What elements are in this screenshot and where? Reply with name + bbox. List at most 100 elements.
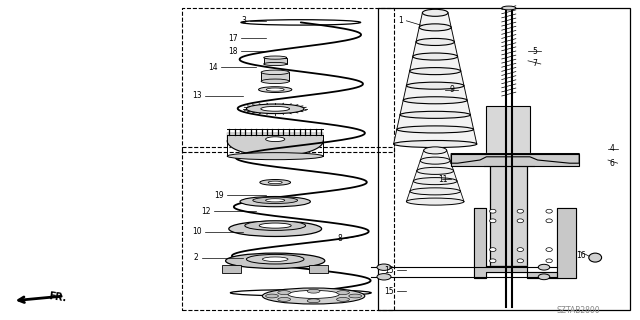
Text: 8: 8 (338, 234, 342, 243)
Text: FR.: FR. (48, 292, 67, 304)
Ellipse shape (260, 180, 291, 185)
Ellipse shape (288, 291, 339, 298)
Bar (261, 72, 289, 81)
Ellipse shape (394, 140, 477, 148)
Ellipse shape (278, 291, 291, 294)
Ellipse shape (517, 259, 524, 263)
Text: 14: 14 (208, 63, 218, 72)
Ellipse shape (538, 274, 550, 280)
Ellipse shape (246, 254, 304, 264)
Bar (182, 147, 394, 310)
Ellipse shape (377, 264, 391, 270)
Ellipse shape (240, 196, 310, 207)
Ellipse shape (490, 259, 496, 263)
Ellipse shape (337, 291, 349, 294)
Ellipse shape (226, 253, 325, 268)
Bar (486, 106, 530, 163)
Ellipse shape (410, 68, 461, 75)
Text: 5: 5 (532, 47, 538, 56)
Text: 6: 6 (609, 159, 614, 168)
Bar (264, 58, 287, 64)
Ellipse shape (538, 264, 550, 270)
Ellipse shape (261, 106, 289, 111)
Ellipse shape (546, 219, 552, 223)
Ellipse shape (244, 221, 306, 230)
Ellipse shape (266, 294, 278, 298)
Text: 7: 7 (532, 60, 538, 68)
Bar (490, 160, 527, 266)
Ellipse shape (228, 221, 321, 236)
Ellipse shape (406, 198, 464, 205)
Ellipse shape (517, 209, 524, 213)
Ellipse shape (337, 298, 349, 301)
Text: 3: 3 (241, 16, 246, 25)
Ellipse shape (416, 38, 454, 45)
Text: 15: 15 (384, 287, 394, 296)
Polygon shape (451, 154, 579, 163)
Ellipse shape (546, 209, 552, 213)
Ellipse shape (413, 53, 458, 60)
Ellipse shape (419, 24, 451, 31)
Text: 18: 18 (228, 47, 238, 56)
Ellipse shape (259, 223, 291, 228)
Ellipse shape (420, 157, 450, 164)
Ellipse shape (490, 248, 496, 252)
Text: SZTAB2800: SZTAB2800 (557, 306, 600, 315)
Ellipse shape (262, 257, 288, 261)
Text: 12: 12 (202, 207, 211, 216)
Text: 19: 19 (214, 191, 224, 200)
Ellipse shape (417, 167, 454, 174)
Ellipse shape (490, 209, 496, 213)
Ellipse shape (349, 294, 362, 298)
Ellipse shape (264, 62, 287, 66)
Ellipse shape (261, 70, 289, 75)
Polygon shape (227, 133, 323, 156)
Polygon shape (406, 150, 464, 202)
Text: 11: 11 (438, 175, 448, 184)
Ellipse shape (410, 188, 461, 195)
Ellipse shape (406, 82, 464, 89)
Ellipse shape (266, 199, 285, 202)
Ellipse shape (589, 253, 602, 262)
Text: 15: 15 (384, 266, 394, 275)
Text: 1: 1 (399, 16, 403, 25)
Ellipse shape (413, 178, 457, 185)
Ellipse shape (253, 197, 298, 204)
Ellipse shape (259, 87, 292, 92)
Ellipse shape (546, 259, 552, 263)
Text: 10: 10 (192, 228, 202, 236)
Text: 4: 4 (609, 144, 614, 153)
Ellipse shape (502, 6, 516, 10)
Ellipse shape (546, 248, 552, 252)
Bar (451, 154, 579, 166)
Ellipse shape (307, 289, 320, 293)
Ellipse shape (397, 126, 474, 133)
Ellipse shape (517, 248, 524, 252)
Bar (182, 8, 394, 152)
Ellipse shape (246, 104, 304, 114)
Ellipse shape (422, 9, 448, 16)
Ellipse shape (278, 298, 291, 301)
Text: 16: 16 (576, 252, 586, 260)
Polygon shape (394, 13, 477, 144)
Ellipse shape (261, 79, 289, 84)
Text: 9: 9 (449, 85, 454, 94)
Text: 2: 2 (194, 253, 198, 262)
Ellipse shape (517, 219, 524, 223)
Ellipse shape (403, 97, 467, 104)
Ellipse shape (266, 88, 284, 91)
Ellipse shape (268, 181, 282, 184)
Ellipse shape (307, 299, 320, 303)
Bar (378, 8, 630, 310)
Ellipse shape (490, 219, 496, 223)
Ellipse shape (266, 137, 285, 141)
Ellipse shape (400, 111, 470, 118)
Ellipse shape (262, 288, 365, 304)
Ellipse shape (264, 56, 287, 59)
Text: 13: 13 (192, 92, 202, 100)
Ellipse shape (424, 147, 447, 154)
Bar (309, 265, 328, 273)
Polygon shape (474, 208, 576, 278)
Bar (222, 265, 241, 273)
Ellipse shape (227, 153, 323, 160)
